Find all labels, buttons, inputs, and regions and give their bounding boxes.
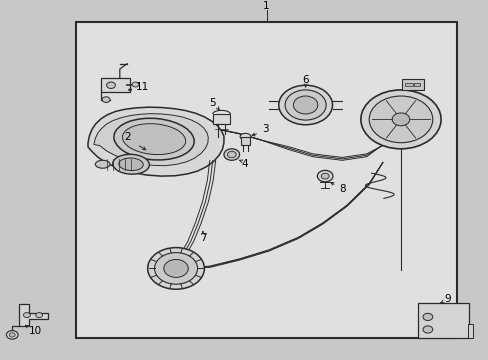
Circle shape	[360, 90, 440, 149]
Text: 3: 3	[261, 125, 268, 134]
Circle shape	[154, 253, 197, 284]
Circle shape	[36, 312, 42, 318]
Text: 7: 7	[199, 233, 206, 243]
Polygon shape	[88, 107, 224, 176]
Ellipse shape	[113, 154, 149, 174]
Circle shape	[6, 330, 18, 339]
Polygon shape	[94, 114, 208, 166]
Circle shape	[132, 82, 139, 87]
Text: 4: 4	[241, 159, 247, 169]
Ellipse shape	[240, 133, 250, 140]
Circle shape	[321, 173, 328, 179]
Bar	[413, 83, 419, 86]
Circle shape	[147, 248, 204, 289]
Bar	[405, 83, 412, 86]
Circle shape	[317, 170, 332, 182]
Text: 10: 10	[29, 326, 41, 336]
Circle shape	[102, 97, 110, 103]
Circle shape	[224, 149, 239, 160]
Circle shape	[9, 333, 15, 337]
Circle shape	[23, 312, 30, 318]
Text: 8: 8	[338, 184, 345, 194]
Circle shape	[163, 260, 188, 278]
Text: 9: 9	[443, 294, 450, 304]
Circle shape	[285, 90, 325, 120]
Ellipse shape	[122, 123, 185, 154]
Bar	[468, 324, 472, 338]
Bar	[76, 22, 456, 338]
Text: 1: 1	[263, 1, 269, 11]
Circle shape	[293, 96, 317, 114]
Circle shape	[227, 151, 236, 158]
Bar	[402, 79, 423, 90]
Bar	[212, 114, 230, 124]
Ellipse shape	[114, 118, 194, 160]
FancyBboxPatch shape	[101, 78, 129, 93]
Circle shape	[368, 96, 432, 143]
Ellipse shape	[95, 160, 110, 168]
Circle shape	[422, 313, 432, 320]
Circle shape	[391, 113, 409, 126]
Circle shape	[278, 85, 332, 125]
Text: 6: 6	[302, 75, 308, 85]
Text: 2: 2	[123, 132, 130, 142]
Text: 5: 5	[209, 98, 216, 108]
Polygon shape	[19, 304, 48, 326]
Circle shape	[422, 326, 432, 333]
Text: 11: 11	[136, 82, 149, 92]
Circle shape	[106, 82, 115, 89]
Bar	[240, 136, 250, 145]
Ellipse shape	[119, 158, 143, 171]
Polygon shape	[417, 302, 468, 338]
